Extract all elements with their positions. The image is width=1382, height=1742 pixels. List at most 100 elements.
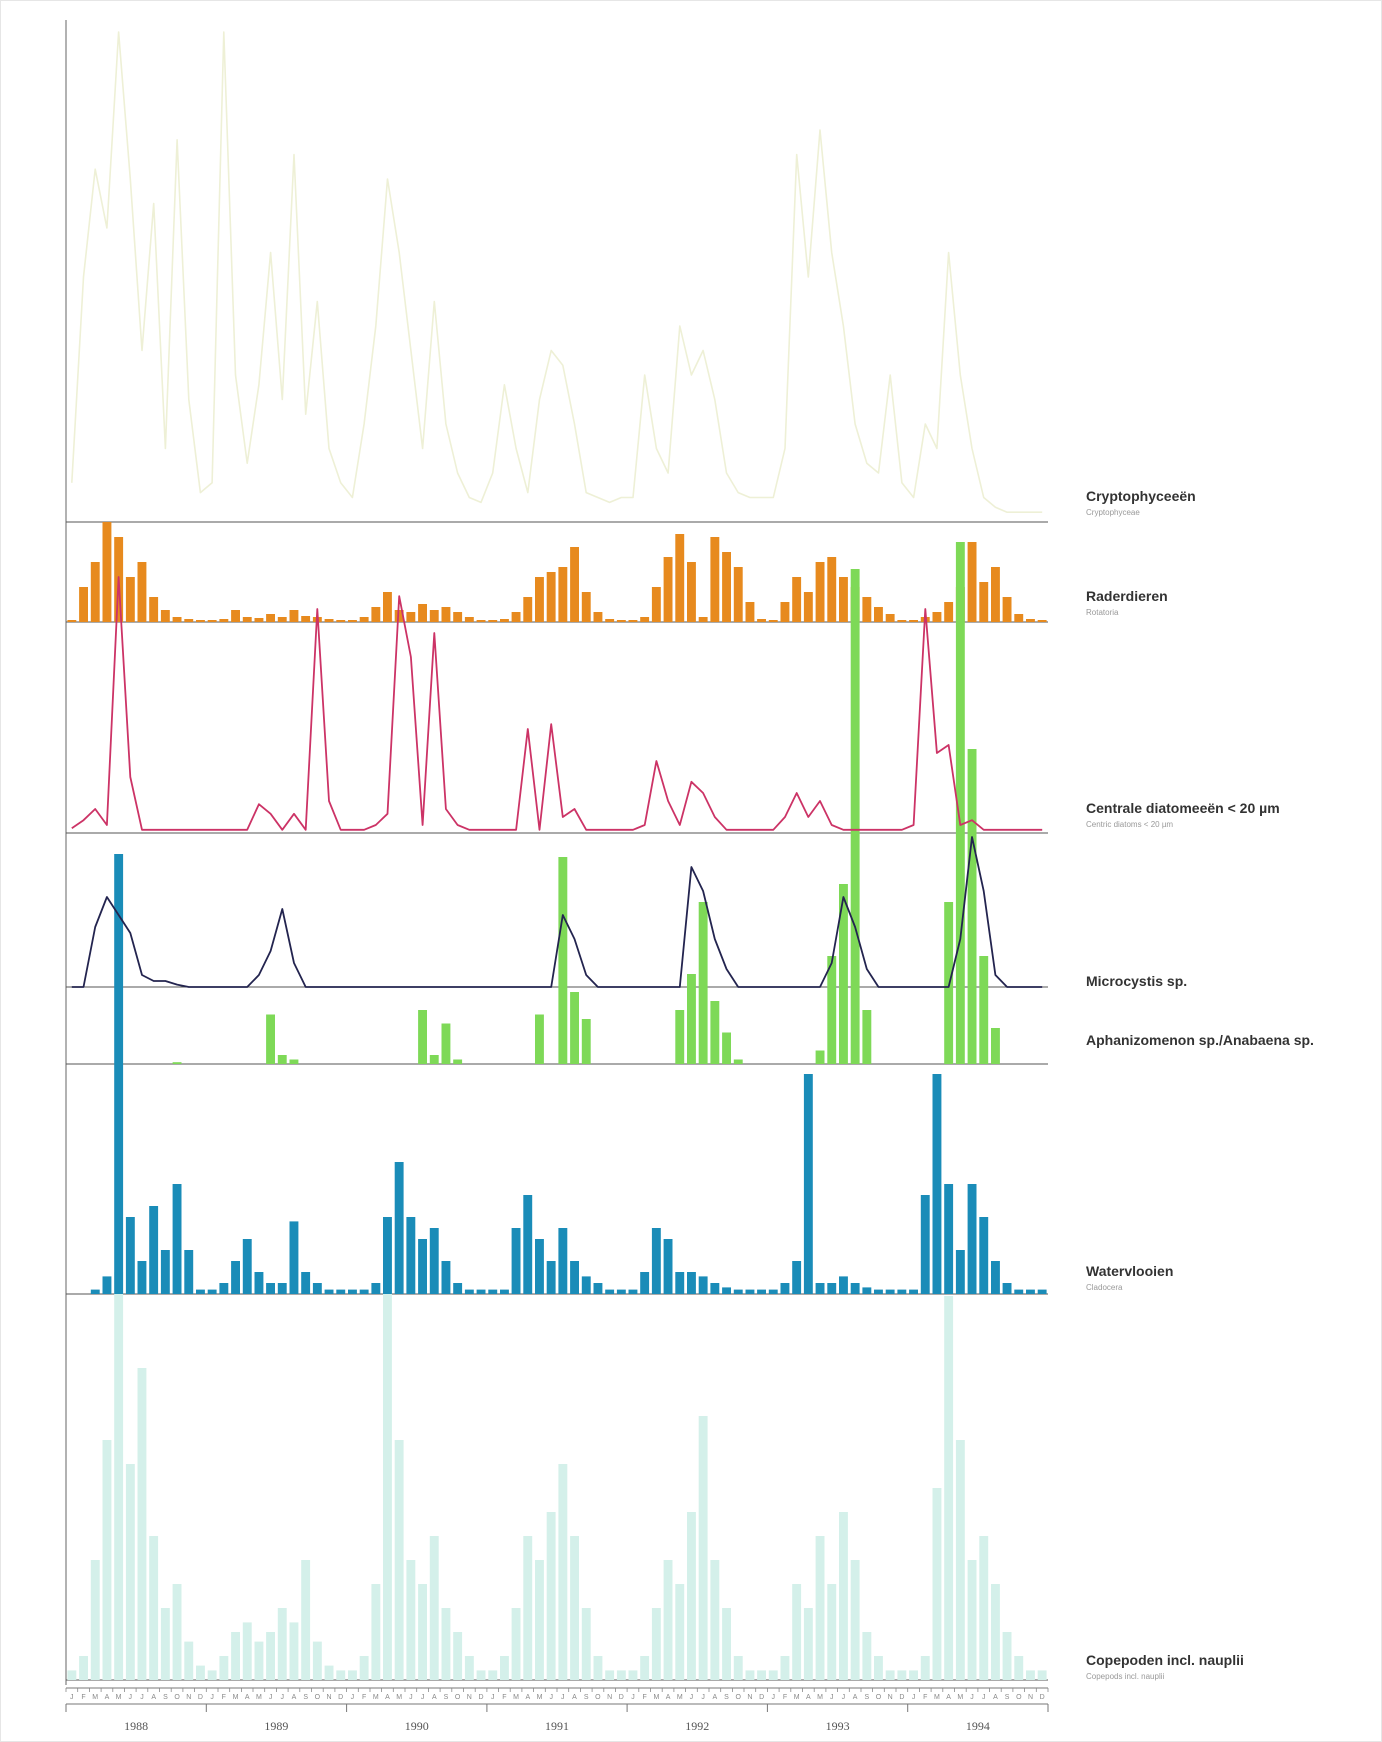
bar	[1026, 1289, 1035, 1294]
bar	[149, 597, 159, 622]
bar	[897, 1289, 907, 1294]
bar	[125, 1464, 135, 1680]
bar	[874, 1289, 883, 1294]
bar	[242, 1239, 252, 1294]
bar	[815, 1050, 825, 1064]
bar	[90, 1289, 100, 1294]
bar	[955, 1440, 965, 1680]
bar	[920, 1195, 930, 1294]
bar	[207, 1670, 217, 1680]
bar	[383, 1224, 392, 1680]
bar	[780, 602, 790, 622]
month-tick-label: M	[817, 1694, 823, 1701]
bar	[464, 1289, 474, 1294]
bar	[196, 1665, 205, 1680]
bar	[488, 620, 498, 622]
bar	[944, 1296, 954, 1680]
bar	[277, 617, 287, 622]
bar	[429, 1228, 439, 1294]
bar	[827, 956, 837, 1064]
month-tick-label: A	[946, 1694, 951, 1701]
bar	[242, 617, 252, 622]
month-tick-label: A	[806, 1694, 811, 1701]
bar	[733, 1059, 743, 1064]
bar	[792, 577, 802, 622]
bar	[535, 1560, 544, 1680]
bar	[1026, 619, 1035, 622]
month-tick-label: M	[92, 1694, 98, 1701]
bar	[266, 1283, 275, 1294]
month-tick-label: F	[643, 1694, 647, 1701]
bar	[453, 612, 463, 622]
month-tick-label: D	[899, 1694, 904, 1701]
month-tick-label: O	[735, 1694, 741, 1701]
month-tick-label: A	[525, 1694, 530, 1701]
month-tick-label: J	[631, 1694, 635, 1701]
bar	[885, 1670, 895, 1680]
month-tick-label: N	[467, 1694, 472, 1701]
bar	[441, 607, 451, 622]
month-tick-label: O	[876, 1694, 882, 1701]
bar	[640, 617, 650, 622]
month-tick-label: M	[957, 1694, 963, 1701]
bar	[137, 562, 147, 622]
month-tick-label: A	[105, 1694, 110, 1701]
month-tick-label: J	[281, 1694, 285, 1701]
month-tick-label: N	[186, 1694, 191, 1701]
bar	[967, 542, 977, 622]
bar	[418, 1584, 427, 1680]
bar	[429, 1536, 439, 1680]
bar	[137, 1368, 147, 1680]
month-tick-label: F	[81, 1694, 85, 1701]
year-label: 1989	[264, 1719, 288, 1733]
bar	[675, 1272, 685, 1294]
month-tick-label: J	[830, 1694, 834, 1701]
bar	[675, 534, 685, 622]
bar	[219, 1283, 229, 1294]
bar	[359, 1656, 369, 1680]
bar	[979, 1217, 989, 1294]
bar	[955, 542, 965, 1064]
bar	[605, 1670, 615, 1680]
bar	[289, 1059, 299, 1064]
month-tick-label: O	[174, 1694, 180, 1701]
bar	[172, 1184, 182, 1294]
bar	[581, 1276, 591, 1294]
bar	[219, 619, 229, 622]
bar	[839, 577, 848, 622]
bar	[231, 1261, 240, 1294]
month-tick-label: N	[326, 1694, 331, 1701]
bar	[301, 1560, 311, 1680]
series-subname: Copepods incl. nauplii	[1086, 1672, 1164, 1681]
bar	[815, 1283, 825, 1294]
month-tick-label: S	[1005, 1694, 1010, 1701]
series-name: Copepoden incl. nauplii	[1086, 1652, 1244, 1668]
series-label-aphanizomenon: Aphanizomenon sp./Anabaena sp.	[1086, 1032, 1314, 1048]
bar	[546, 1512, 556, 1680]
bar	[277, 1283, 287, 1294]
series-name: Cryptophyceeën	[1086, 488, 1196, 504]
month-tick-label: N	[607, 1694, 612, 1701]
series-subname: Rotatoria	[1086, 608, 1119, 617]
month-tick-label: N	[747, 1694, 752, 1701]
bar	[79, 587, 88, 622]
bar	[102, 1276, 112, 1294]
bar	[593, 1656, 603, 1680]
bar	[979, 1536, 989, 1680]
bar	[710, 1001, 720, 1064]
bar	[336, 1670, 346, 1680]
month-tick-label: S	[444, 1694, 449, 1701]
bar	[722, 552, 731, 622]
bar	[839, 1512, 848, 1680]
series-diatom	[71, 576, 1043, 831]
bar	[698, 617, 708, 622]
bar	[803, 1608, 813, 1680]
bar	[570, 1261, 579, 1294]
month-tick-label: A	[151, 1694, 156, 1701]
bar	[745, 602, 755, 622]
bar	[909, 1289, 918, 1294]
month-tick-label: J	[351, 1694, 355, 1701]
bar	[920, 1656, 930, 1680]
bar	[733, 1289, 743, 1294]
